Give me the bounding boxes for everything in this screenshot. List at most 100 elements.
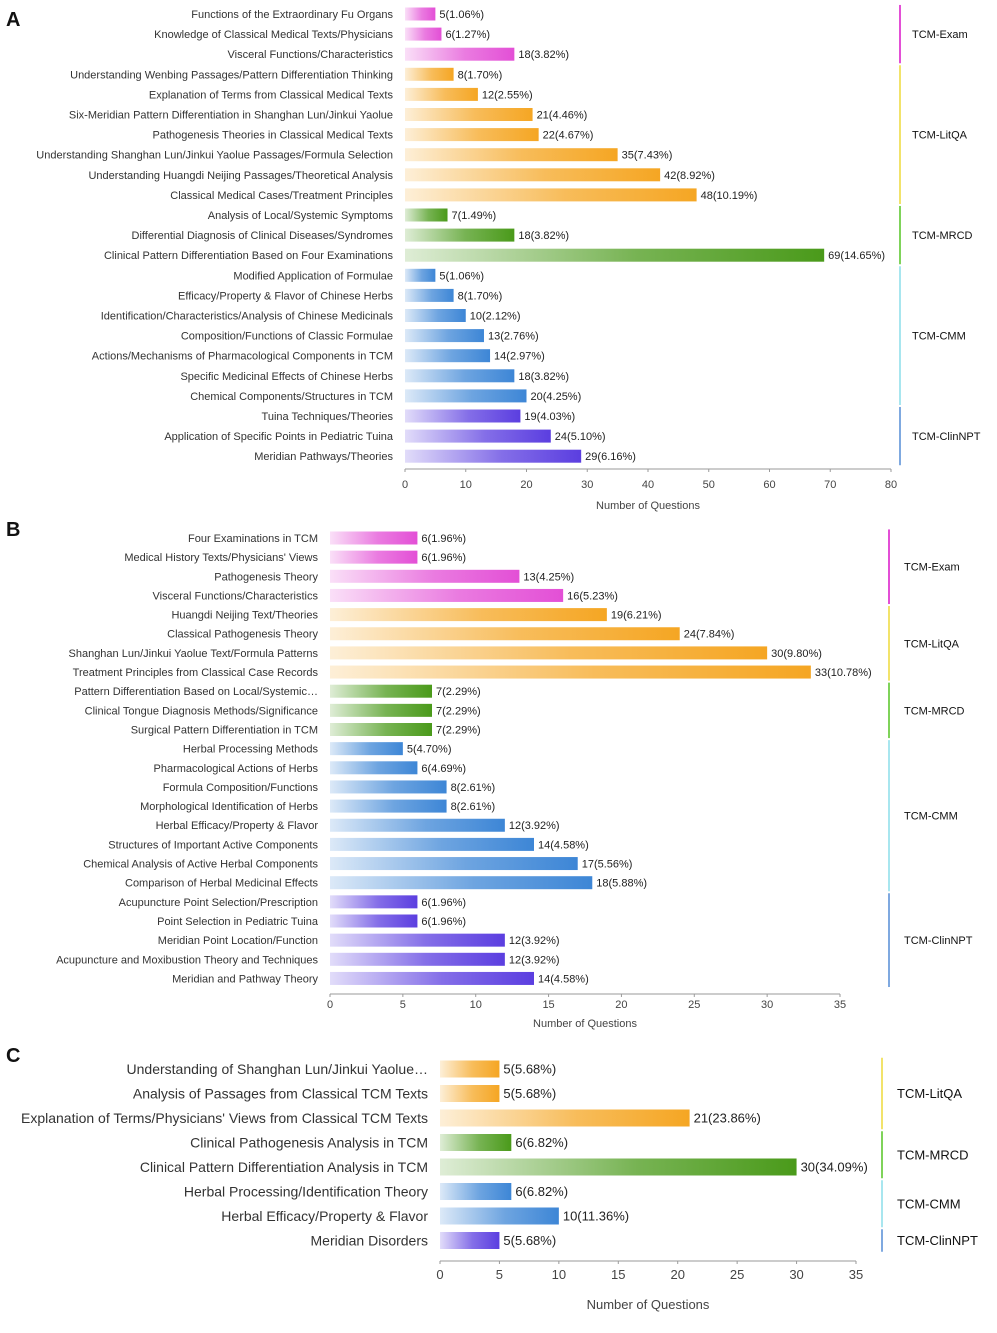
bar-understanding-huangdi-neijing-passages-theoretical-analysis — [405, 168, 661, 182]
group-label-tcm-mrcd: TCM-MRCD — [912, 230, 973, 242]
bar-formula-composition-functions — [330, 780, 447, 794]
category-label: Visceral Functions/Characteristics — [228, 49, 394, 61]
value-label: 6(1.27%) — [445, 29, 490, 41]
x-tick-label: 30 — [789, 1267, 803, 1282]
category-label: Pattern Differentiation Based on Local/S… — [74, 686, 318, 698]
x-tick-label: 50 — [703, 479, 715, 491]
value-label: 17(5.56%) — [582, 859, 633, 871]
x-tick-label: 10 — [460, 479, 472, 491]
group-label-tcm-litqa: TCM-LitQA — [897, 1086, 962, 1101]
category-label: Herbal Efficacy/Property & Flavor — [156, 820, 319, 832]
value-label: 5(5.68%) — [503, 1062, 556, 1077]
category-label: Understanding Huangdi Neijing Passages/T… — [88, 170, 393, 182]
bar-explanation-of-terms-physicians-views-from-classical-tcm-texts — [440, 1109, 690, 1127]
bar-meridian-point-location-function — [330, 933, 505, 947]
category-label: Specific Medicinal Effects of Chinese He… — [180, 371, 393, 383]
x-tick-label: 10 — [470, 999, 482, 1011]
value-label: 10(11.36%) — [563, 1209, 629, 1224]
value-label: 8(1.70%) — [458, 290, 503, 302]
x-tick-label: 15 — [542, 999, 554, 1011]
category-label: Clinical Tongue Diagnosis Methods/Signif… — [85, 705, 318, 717]
bar-application-of-specific-points-in-pediatric-tuina — [405, 429, 551, 443]
x-tick-label: 10 — [552, 1267, 566, 1282]
category-label: Chemical Components/Structures in TCM — [190, 391, 393, 403]
bar-chemical-analysis-of-active-herbal-components — [330, 857, 578, 871]
bar-composition-functions-of-classic-formulae — [405, 329, 484, 343]
panel-letter: B — [6, 519, 20, 541]
category-label: Classical Pathogenesis Theory — [167, 629, 318, 641]
bar-pattern-differentiation-based-on-local-systemic — [330, 684, 432, 698]
panel-letter: A — [6, 9, 20, 31]
value-label: 18(3.82%) — [518, 230, 569, 242]
x-axis-title: Number of Questions — [533, 1018, 637, 1030]
x-tick-label: 25 — [688, 999, 700, 1011]
value-label: 69(14.65%) — [828, 250, 885, 262]
bar-efficacy-property-flavor-of-chinese-herbs — [405, 288, 454, 302]
category-label: Surgical Pattern Differentiation in TCM — [131, 724, 318, 736]
category-label: Differential Diagnosis of Clinical Disea… — [132, 230, 394, 242]
bar-actions-mechanisms-of-pharmacological-components-in-tcm — [405, 349, 491, 363]
bar-modified-application-of-formulae — [405, 268, 436, 282]
x-tick-label: 40 — [642, 479, 654, 491]
value-label: 8(2.61%) — [451, 782, 496, 794]
bar-analysis-of-local-systemic-symptoms — [405, 208, 448, 222]
x-tick-label: 20 — [520, 479, 532, 491]
bar-structures-of-important-active-components — [330, 837, 534, 851]
bar-pathogenesis-theory — [330, 569, 520, 583]
group-label-tcm-mrcd: TCM-MRCD — [897, 1147, 968, 1162]
category-label: Clinical Pattern Differentiation Analysi… — [140, 1159, 428, 1175]
x-tick-label: 60 — [763, 479, 775, 491]
group-label-tcm-clinnpt: TCM-ClinNPT — [897, 1233, 978, 1248]
category-label: Structures of Important Active Component… — [108, 839, 318, 851]
value-label: 6(1.96%) — [421, 897, 466, 909]
category-label: Treatment Principles from Classical Case… — [73, 667, 319, 679]
value-label: 8(1.70%) — [458, 69, 503, 81]
panel-letter: C — [6, 1045, 20, 1067]
x-tick-label: 20 — [670, 1267, 684, 1282]
category-label: Herbal Efficacy/Property & Flavor — [221, 1208, 428, 1224]
category-label: Knowledge of Classical Medical Texts/Phy… — [154, 29, 393, 41]
value-label: 21(4.46%) — [537, 109, 588, 121]
value-label: 18(5.88%) — [596, 878, 647, 890]
value-label: 24(7.84%) — [684, 629, 735, 641]
category-label: Meridian and Pathway Theory — [172, 973, 318, 985]
value-label: 6(1.96%) — [421, 533, 466, 545]
value-label: 7(2.29%) — [436, 686, 481, 698]
value-label: 8(2.61%) — [451, 801, 496, 813]
category-label: Clinical Pathogenesis Analysis in TCM — [190, 1135, 428, 1151]
category-label: Pharmacological Actions of Herbs — [154, 763, 319, 775]
value-label: 30(9.80%) — [771, 648, 822, 660]
x-tick-label: 80 — [885, 479, 897, 491]
category-label: Morphological Identification of Herbs — [140, 801, 318, 813]
value-label: 12(2.55%) — [482, 89, 533, 101]
category-label: Classical Medical Cases/Treatment Princi… — [170, 190, 393, 202]
bar-meridian-disorders — [440, 1232, 500, 1249]
category-label: Acupuncture and Moxibustion Theory and T… — [56, 954, 318, 966]
x-tick-label: 5 — [400, 999, 406, 1011]
bar-six-meridian-pattern-differentiation-in-shanghan-lun-jinkui-yaolue — [405, 108, 533, 121]
value-label: 21(23.86%) — [694, 1111, 761, 1126]
bar-surgical-pattern-differentiation-in-tcm — [330, 723, 432, 736]
category-label: Meridian Point Location/Function — [158, 935, 318, 947]
value-label: 35(7.43%) — [622, 150, 673, 162]
value-label: 12(3.92%) — [509, 820, 560, 832]
category-label: Formula Composition/Functions — [163, 782, 319, 794]
category-label: Analysis of Passages from Classical TCM … — [133, 1086, 428, 1102]
bar-herbal-processing-identification-theory — [440, 1183, 512, 1200]
value-label: 48(10.19%) — [701, 190, 758, 202]
value-label: 6(4.69%) — [421, 763, 466, 775]
bar-specific-medicinal-effects-of-chinese-herbs — [405, 369, 515, 383]
bar-tuina-techniques-theories — [405, 409, 521, 423]
bar-clinical-tongue-diagnosis-methods-significance — [330, 703, 432, 717]
bar-pathogenesis-theories-in-classical-medical-texts — [405, 128, 539, 142]
bar-clinical-pathogenesis-analysis-in-tcm — [440, 1134, 512, 1151]
category-label: Actions/Mechanisms of Pharmacological Co… — [92, 351, 393, 363]
panel-c: C Understanding of Shanghan Lun/Jinkui Ya… — [6, 1045, 978, 1312]
bar-visceral-functions-characteristics — [330, 588, 564, 602]
category-label: Explanation of Terms from Classical Medi… — [149, 89, 394, 101]
bar-visceral-functions-characteristics — [405, 47, 515, 61]
bar-chemical-components-structures-in-tcm — [405, 389, 527, 403]
category-label: Six-Meridian Pattern Differentiation in … — [69, 109, 393, 121]
x-axis-title: Number of Questions — [596, 500, 700, 512]
